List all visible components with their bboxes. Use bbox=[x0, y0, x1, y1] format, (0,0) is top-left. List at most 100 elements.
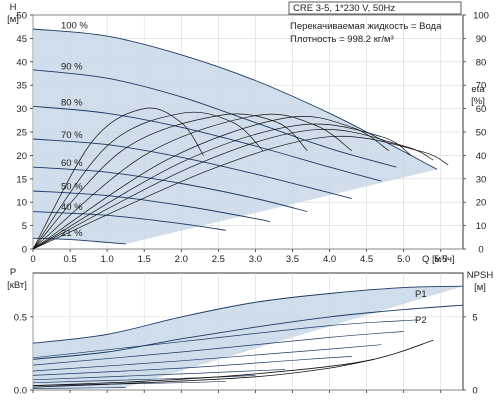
efficiency-curve-1 bbox=[32, 111, 264, 250]
qh-speed-labels: 100 % 90 % 80 % 70 % 60 % 50 % 40 % 21 % bbox=[61, 20, 88, 239]
speed-curve-4 bbox=[32, 166, 308, 213]
x-tick-label: 3.0 bbox=[249, 254, 262, 265]
power-curve-0 bbox=[32, 319, 419, 359]
efficiency-curve-4 bbox=[32, 115, 390, 250]
power-curve-5 bbox=[32, 375, 256, 384]
y2-tick-label: 40 bbox=[476, 151, 487, 162]
power-y-tick-label: 0.5 bbox=[14, 312, 27, 323]
speed-curve-6 bbox=[32, 211, 226, 231]
power-series-P1 bbox=[32, 285, 464, 344]
info-box bbox=[288, 1, 462, 15]
series-label-p2: P2 bbox=[415, 315, 427, 326]
info-density: Плотность = 998.2 кг/м³ bbox=[290, 34, 394, 45]
y-tick-label: 25 bbox=[16, 128, 27, 139]
speed-curve-2 bbox=[32, 105, 382, 182]
y2-tick-label: 80 bbox=[476, 57, 487, 68]
efficiency-curve-6 bbox=[32, 128, 434, 250]
info-title: CRE 3-5, 1*230 V, 50Hz bbox=[293, 3, 395, 14]
y-axis-unit-h: [м] bbox=[7, 14, 19, 25]
x-tick-label: 4.5 bbox=[360, 254, 373, 265]
speed-label-5: 50 % bbox=[61, 182, 83, 193]
power-curve-2 bbox=[32, 344, 382, 372]
power-y-tick-label: 0.0 bbox=[14, 386, 27, 397]
efficiency-curve-3 bbox=[32, 113, 352, 250]
x-axis-unit-q: [м³/ч] bbox=[432, 254, 455, 265]
speed-curve-5 bbox=[32, 190, 271, 223]
y2-tick-label: 0 bbox=[478, 245, 483, 256]
power-curve-6 bbox=[32, 380, 226, 386]
y-axis-label-h: H bbox=[10, 2, 17, 13]
x-tick-label: 4.0 bbox=[323, 254, 336, 265]
power-series-P2 bbox=[32, 304, 464, 360]
y-tick-label: 0 bbox=[22, 245, 27, 256]
y-tick-label: 20 bbox=[16, 151, 27, 162]
y2-tick-label: 60 bbox=[476, 104, 487, 115]
y-axis-label-p: P bbox=[10, 267, 16, 278]
speed-label-4: 60 % bbox=[61, 158, 83, 169]
qh-panel: 0 0.5 1.0 1.5 2.0 2.5 3.0 3.5 4.0 4.5 5.0 5.5 0 5 10 15… bbox=[7, 1, 489, 266]
y-tick-label: 5 bbox=[22, 221, 27, 232]
power-operating-area bbox=[33, 286, 463, 389]
power-curve-4 bbox=[32, 369, 286, 381]
speed-label-3: 70 % bbox=[61, 130, 83, 141]
speed-label-6: 40 % bbox=[61, 202, 83, 213]
x-tick-label: 1.5 bbox=[138, 254, 151, 265]
y-tick-label: 40 bbox=[16, 57, 27, 68]
speed-label-2: 80 % bbox=[61, 98, 83, 109]
y2-tick-label: 70 bbox=[476, 81, 487, 92]
power-ticks: 0.0 0.5 0 5 bbox=[14, 312, 478, 396]
y2-tick-label: 20 bbox=[476, 198, 487, 209]
power-curve-1 bbox=[32, 331, 404, 366]
speed-label-7: 21 % bbox=[61, 228, 83, 239]
power-curves bbox=[32, 285, 464, 389]
x-tick-label: 2.5 bbox=[212, 254, 225, 265]
info-liquid: Перекачиваемая жидкость = Вода bbox=[290, 21, 442, 32]
x-tick-label: 0 bbox=[30, 254, 35, 265]
speed-label-0: 100 % bbox=[61, 20, 88, 31]
y-axis-unit-p: [кВт] bbox=[7, 280, 27, 291]
speed-curve-1 bbox=[32, 69, 397, 168]
speed-curve-7 bbox=[32, 237, 126, 245]
x-tick-label: 5.0 bbox=[397, 254, 410, 265]
speed-curve-0 bbox=[32, 28, 438, 170]
speed-label-1: 90 % bbox=[61, 62, 83, 73]
npsh-tick-label: 5 bbox=[472, 312, 477, 323]
y2-axis-unit-eta: [%] bbox=[471, 96, 485, 107]
y2-axis-label-eta: eta bbox=[471, 84, 485, 95]
x-tick-label: 2.0 bbox=[175, 254, 188, 265]
y-tick-label: 45 bbox=[16, 34, 27, 45]
x-tick-label: 1.0 bbox=[101, 254, 114, 265]
y2-tick-label: 30 bbox=[476, 174, 487, 185]
y-tick-label: 15 bbox=[16, 174, 27, 185]
y2-axis-unit-npsh: [м] bbox=[474, 282, 486, 293]
y-tick-label: 30 bbox=[16, 104, 27, 115]
power-curve-7 bbox=[32, 387, 126, 389]
qh-ticks: 0 0.5 1.0 1.5 2.0 2.5 3.0 3.5 4.0 4.5 5.0 5.5 0 5 10 15… bbox=[16, 11, 489, 266]
y-tick-label: 50 bbox=[16, 11, 27, 22]
qh-curves bbox=[32, 28, 449, 250]
efficiency-curve-2 bbox=[32, 113, 308, 250]
qh-operating-area bbox=[33, 29, 438, 244]
x-tick-label: 3.5 bbox=[286, 254, 299, 265]
x-tick-label: 5.5 bbox=[434, 254, 447, 265]
y2-axis-label-npsh: NPSH bbox=[467, 270, 494, 281]
y2-tick-label: 10 bbox=[476, 221, 487, 232]
y-tick-label: 35 bbox=[16, 81, 27, 92]
efficiency-curve-0 bbox=[32, 107, 204, 250]
x-axis-label-q: Q bbox=[422, 254, 429, 265]
npsh-curve-1 bbox=[32, 358, 375, 388]
x-tick-label: 0.5 bbox=[63, 254, 76, 265]
efficiency-curve-5 bbox=[32, 123, 412, 250]
series-label-p1: P1 bbox=[415, 289, 427, 300]
y2-tick-label: 50 bbox=[476, 128, 487, 139]
y-tick-label: 10 bbox=[16, 198, 27, 209]
npsh-curve-0 bbox=[32, 339, 434, 386]
y2-tick-label: 100 bbox=[473, 11, 489, 22]
efficiency-curve-7 bbox=[32, 135, 449, 250]
power-npsh-panel: 0.0 0.5 0 5 P [кВт] NPSH [м] P1 P2 bbox=[7, 267, 493, 397]
speed-curve-3 bbox=[32, 138, 352, 199]
npsh-tick-label: 0 bbox=[472, 386, 477, 397]
y2-tick-label: 90 bbox=[476, 34, 487, 45]
power-curve-3 bbox=[32, 356, 352, 376]
